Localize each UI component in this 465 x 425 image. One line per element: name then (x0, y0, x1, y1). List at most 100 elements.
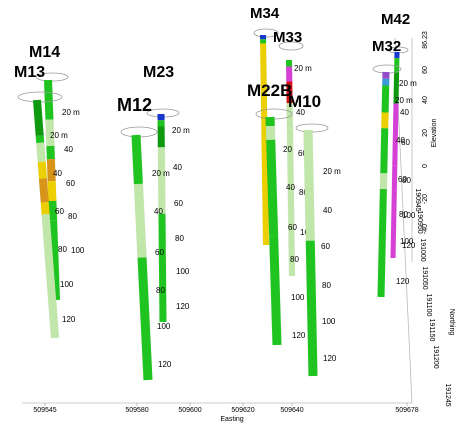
depth-label-m10: 40 (323, 206, 332, 215)
y-tick-label: 191150 (428, 319, 435, 342)
well-label-m34: M34 (250, 5, 280, 22)
well-outline-m34 (263, 35, 266, 245)
well-segment-m13 (41, 213, 59, 339)
x-tick-label: 509678 (395, 407, 418, 414)
depth-label-m12: 20 m (152, 169, 170, 178)
z-tick-label: -40 (422, 224, 429, 234)
well-segment-m23 (157, 147, 166, 214)
y-tick-label: 190950 (416, 210, 423, 233)
well-label-m32: M32 (372, 38, 401, 55)
depth-label-m42: 60 (401, 138, 410, 147)
z-axis-title: Elevation (431, 118, 438, 147)
depth-label-m42: 100 (402, 211, 416, 220)
depth-label-m10: 120 (323, 354, 337, 363)
depth-label-m23: 80 (175, 234, 184, 243)
well-segment-m32 (377, 188, 387, 298)
depth-label-m23: 20 m (172, 126, 190, 135)
depth-label-m22b: 40 (286, 183, 295, 192)
depth-label-m12: 40 (154, 207, 163, 216)
z-tick-label: 40 (422, 96, 429, 104)
well-label-m33: M33 (273, 29, 302, 46)
depth-label-m14: 80 (68, 212, 77, 221)
well-segment-m10 (303, 129, 315, 241)
well-outline-m12 (136, 135, 148, 380)
well-segment-m13 (33, 99, 44, 137)
depth-label-m12: 60 (155, 248, 164, 257)
depth-label-m12: 80 (156, 286, 165, 295)
depth-label-m13: 60 (55, 207, 64, 216)
well-segment-m14 (47, 181, 57, 202)
y-tick-label: 191000 (419, 238, 426, 261)
well-label-m22b: M22B (247, 81, 292, 100)
well-segment-m13 (36, 142, 46, 163)
well-segment-m33 (287, 157, 295, 277)
depth-label-m32: 120 (396, 277, 410, 286)
y-tick-label: 191100 (425, 294, 432, 317)
depth-label-m12: 100 (157, 322, 171, 331)
depth-label-m13: 120 (62, 315, 76, 324)
x-axis-title: Easting (220, 416, 243, 423)
well-segment-m14 (44, 79, 54, 120)
y-tick-label: 191050 (421, 266, 428, 289)
depth-label-m12: 120 (158, 360, 172, 369)
depth-label-m22b: 100 (291, 293, 305, 302)
y-tick-label: 191200 (432, 345, 439, 368)
depth-label-m13: 40 (53, 169, 62, 178)
depth-label-m14: 40 (64, 145, 73, 154)
depth-label-m33: 40 (296, 108, 305, 117)
well-segment-m42 (393, 72, 400, 104)
depth-label-m32: 100 (400, 237, 414, 246)
well-segment-m42 (390, 165, 398, 259)
well-segment-m12 (133, 183, 147, 258)
well-segment-m14 (45, 119, 55, 147)
depth-label-m14: 60 (66, 179, 75, 188)
depth-label-m33: 80 (299, 188, 308, 197)
well-segment-m13 (38, 178, 49, 203)
depth-label-m13: 20 m (50, 131, 68, 140)
z-tick-label: 0 (422, 164, 429, 168)
depth-label-m23: 120 (176, 302, 190, 311)
depth-label-m13: 80 (58, 245, 67, 254)
depth-label-m42: 120 (402, 241, 416, 250)
well-segment-m12 (131, 134, 143, 185)
well-segment-m13 (37, 161, 47, 179)
well-segment-m13 (40, 202, 50, 215)
depth-label-m14: 100 (71, 246, 85, 255)
depth-label-m13: 100 (60, 280, 74, 289)
well-outline-m10 (308, 130, 313, 376)
well-label-m12: M12 (117, 95, 152, 115)
z-tick-label: 60 (422, 66, 429, 74)
depth-label-m33: 60 (298, 149, 307, 158)
well-outline-m42 (393, 52, 397, 258)
well-label-m14: M14 (29, 44, 60, 61)
depth-label-m42: 40 (400, 108, 409, 117)
well-segment-m22b (266, 139, 279, 236)
y-tick-label: 190945 (414, 188, 421, 211)
x-tick-label: 509580 (125, 407, 148, 414)
depth-label-m10: 100 (322, 317, 336, 326)
well-label-m42: M42 (381, 11, 410, 28)
well-outline-m32 (381, 72, 386, 297)
well-segment-m13 (35, 135, 45, 144)
z-tick-label: -20 (422, 194, 429, 204)
well-segment-m14 (49, 220, 60, 301)
depth-label-m22b: 80 (290, 255, 299, 264)
depth-label-m32: 40 (396, 136, 405, 145)
x-tick-label: 509620 (231, 407, 254, 414)
depth-label-m42: 20 m (399, 79, 417, 88)
y-tick-label: 191245 (444, 383, 451, 406)
depth-label-m10: 60 (321, 242, 330, 251)
z-tick-label: 20 (422, 129, 429, 137)
depth-label-m23: 60 (174, 199, 183, 208)
well-label-m23: M23 (143, 64, 174, 81)
well-segment-m14 (48, 200, 58, 221)
y-axis-title: Northing (448, 309, 455, 336)
depth-label-m14: 20 m (62, 108, 80, 117)
well-segment-m33 (286, 103, 294, 158)
well-segment-m12 (137, 257, 153, 381)
x-tick-label: 509600 (178, 407, 201, 414)
depth-label-m32: 20 m (395, 96, 413, 105)
depth-label-m10: 80 (322, 281, 331, 290)
depth-label-m10: 20 m (323, 167, 341, 176)
well-label-m10: M10 (288, 92, 321, 111)
